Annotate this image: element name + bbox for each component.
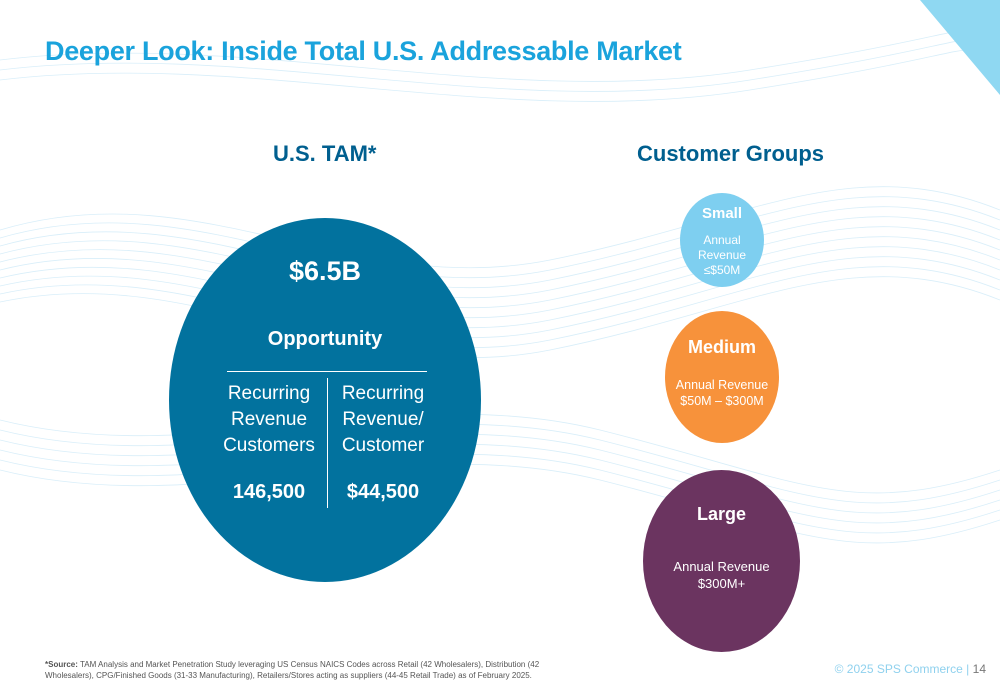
horizontal-divider (227, 371, 427, 372)
tam-circle: $6.5B Opportunity Recurring Revenue Cust… (169, 218, 481, 582)
revenue-per-customer-value: $44,500 (346, 481, 420, 503)
source-text: TAM Analysis and Market Penetration Stud… (45, 660, 540, 680)
page-number: 14 (972, 662, 986, 676)
large-group-circle: Large Annual Revenue $300M+ (643, 470, 800, 652)
page-title: Deeper Look: Inside Total U.S. Addressab… (45, 36, 682, 66)
customers-metric-label: Recurring Revenue Customers (223, 383, 315, 456)
vertical-divider (327, 378, 328, 508)
customers-metric-value: 146,500 (232, 481, 306, 503)
medium-group-circle: Medium Annual Revenue $50M – $300M (665, 311, 779, 443)
corner-accent (920, 0, 1000, 95)
group-name: Large (696, 504, 747, 524)
tam-value: $6.5B (288, 256, 362, 286)
revenue-per-customer-label: Recurring Revenue/ Customer (341, 383, 425, 456)
small-group-circle: Small Annual Revenue ≤$50M (680, 193, 764, 287)
group-description: Annual Revenue ≤$50M (697, 233, 747, 277)
source-label: *Source: (45, 660, 78, 669)
group-name: Small (701, 205, 743, 222)
copyright: © 2025 SPS Commerce | (834, 662, 973, 676)
footer: © 2025 SPS Commerce | 14 (835, 662, 986, 676)
group-description: Annual Revenue $50M – $300M (675, 378, 769, 408)
source-note: *Source: TAM Analysis and Market Penetra… (45, 659, 585, 681)
group-name: Medium (687, 337, 756, 357)
tam-label: Opportunity (267, 328, 383, 350)
tam-heading: U.S. TAM* (273, 141, 377, 166)
group-description: Annual Revenue $300M+ (673, 559, 770, 591)
customer-groups-heading: Customer Groups (637, 141, 825, 166)
